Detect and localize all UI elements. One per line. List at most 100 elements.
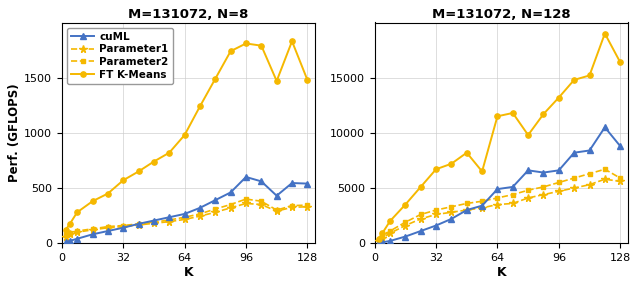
Parameter1 [303,205,311,208]
Parameter2 [180,216,188,219]
FT K-Means [555,96,563,99]
Parameter1 [401,224,409,227]
Parameter2 [257,199,265,203]
cuML [89,233,97,236]
Parameter2 [616,176,624,180]
Parameter2 [570,176,578,180]
Line: FT K-Means: FT K-Means [63,39,310,232]
FT K-Means [135,170,143,173]
FT K-Means [509,111,516,115]
FT K-Means [165,151,173,154]
Parameter1 [555,190,563,193]
FT K-Means [196,105,204,108]
cuML [288,181,296,185]
Parameter2 [493,196,501,200]
Line: Parameter1: Parameter1 [62,200,311,240]
cuML [180,212,188,216]
Parameter1 [135,223,143,227]
Parameter1 [288,205,296,209]
Parameter1 [374,239,382,243]
FT K-Means [586,74,593,77]
cuML [478,204,486,208]
FT K-Means [89,199,97,203]
FT K-Means [616,61,624,64]
Parameter1 [150,222,157,225]
X-axis label: K: K [184,266,193,279]
Parameter1 [89,228,97,232]
X-axis label: K: K [497,266,506,279]
FT K-Means [570,78,578,82]
cuML [401,235,409,238]
cuML [432,224,440,227]
Parameter1 [432,213,440,216]
Parameter1 [616,180,624,183]
FT K-Means [417,185,424,189]
Parameter2 [288,204,296,208]
FT K-Means [378,232,386,235]
Line: Parameter1: Parameter1 [375,175,624,245]
cuML [74,237,81,241]
FT K-Means [601,32,609,35]
Parameter2 [104,225,112,228]
Parameter2 [74,229,81,233]
Title: M=131072, N=128: M=131072, N=128 [432,8,571,21]
Parameter1 [257,203,265,206]
FT K-Means [120,179,127,182]
Parameter2 [417,213,424,216]
Parameter1 [463,208,470,212]
Parameter1 [120,225,127,228]
Parameter2 [524,189,532,192]
cuML [616,144,624,148]
Parameter1 [196,214,204,218]
Parameter2 [120,224,127,227]
FT K-Means [104,192,112,195]
FT K-Means [478,170,486,173]
Parameter2 [150,220,157,224]
Parameter2 [135,222,143,226]
Parameter2 [273,208,280,212]
Parameter1 [509,202,516,205]
FT K-Means [62,228,70,232]
cuML [378,241,386,244]
cuML [120,226,127,229]
FT K-Means [288,40,296,43]
Parameter1 [493,203,501,206]
FT K-Means [463,151,470,154]
Line: cuML: cuML [63,174,310,245]
FT K-Means [180,133,188,137]
Line: Parameter2: Parameter2 [376,167,623,242]
Title: M=131072, N=8: M=131072, N=8 [128,8,248,21]
cuML [150,219,157,222]
FT K-Means [447,162,455,165]
Parameter2 [165,218,173,222]
Parameter2 [196,212,204,216]
Parameter1 [378,236,386,240]
Parameter2 [211,207,219,211]
cuML [165,216,173,219]
cuML [524,169,532,172]
cuML [273,194,280,197]
FT K-Means [211,77,219,80]
cuML [211,198,219,202]
cuML [463,208,470,212]
Parameter1 [165,220,173,223]
Parameter2 [447,205,455,208]
FT K-Means [540,112,547,116]
cuML [104,229,112,233]
Parameter2 [509,193,516,196]
Parameter2 [432,208,440,212]
Parameter1 [211,211,219,214]
cuML [555,169,563,172]
Parameter1 [586,183,593,187]
FT K-Means [432,168,440,171]
cuML [196,206,204,210]
FT K-Means [493,115,501,118]
Parameter1 [66,233,74,236]
Parameter1 [478,206,486,210]
cuML [66,239,74,243]
Parameter2 [555,181,563,184]
FT K-Means [401,203,409,206]
cuML [586,149,593,152]
cuML [242,175,250,179]
Parameter2 [378,235,386,238]
